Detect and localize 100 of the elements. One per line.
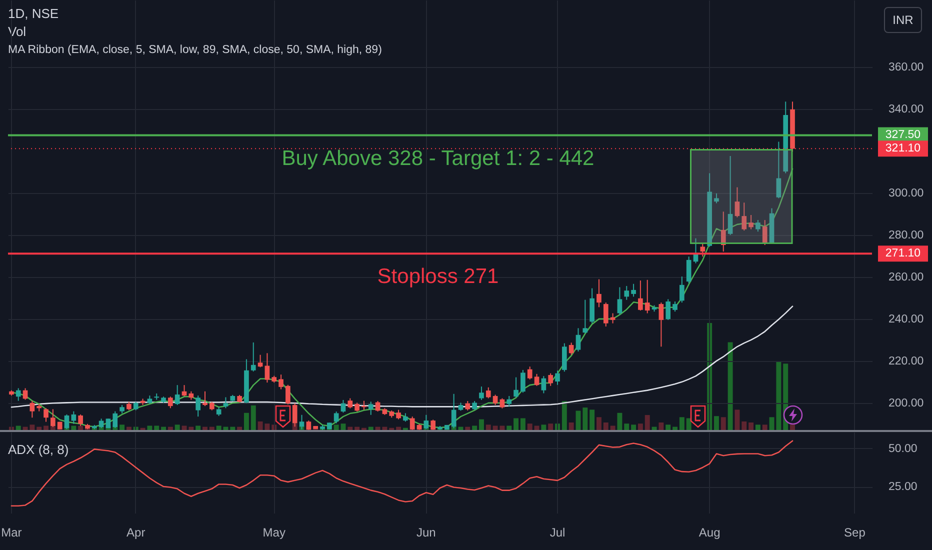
candlestick [576, 328, 581, 352]
bar [582, 408, 588, 430]
candlestick [728, 156, 733, 236]
candlestick [666, 298, 671, 320]
bar [576, 410, 581, 430]
candlestick [603, 302, 608, 327]
candlestick [16, 388, 21, 402]
bar [354, 426, 360, 430]
candlestick [748, 214, 754, 230]
bar [590, 410, 595, 430]
candlestick [720, 211, 726, 252]
ref-line-label: 271.10 [885, 248, 921, 260]
bar [686, 418, 692, 430]
candlestick [174, 384, 180, 406]
candlestick [672, 301, 678, 312]
bar [44, 426, 49, 430]
candlestick [479, 386, 484, 400]
bar [161, 426, 166, 430]
candlestick [500, 398, 505, 409]
candlestick [568, 342, 574, 356]
candlestick [631, 283, 636, 298]
candlestick [278, 374, 284, 390]
bar [658, 422, 664, 430]
y-tick-label: 50.00 [888, 442, 918, 455]
bar [562, 401, 567, 430]
candlestick [514, 376, 518, 398]
candlestick [680, 276, 684, 304]
candlestick [534, 373, 540, 386]
bar [188, 426, 194, 430]
candlestick [71, 410, 76, 424]
bar [755, 424, 760, 430]
bar [790, 424, 795, 430]
y-tick-label: 260.00 [888, 271, 924, 284]
bar [534, 426, 540, 430]
x-tick-label: Aug [698, 526, 720, 540]
candlestick [686, 256, 692, 284]
y-tick-label: 280.00 [888, 229, 924, 242]
candlestick [714, 192, 719, 204]
candlestick [168, 396, 173, 409]
candlestick [202, 390, 208, 407]
candlestick [776, 141, 782, 199]
bar [514, 418, 519, 430]
bar [250, 405, 256, 430]
candlestick [624, 285, 630, 300]
y-tick-label: 240.00 [888, 313, 924, 326]
bar [16, 426, 21, 430]
bar [182, 426, 187, 430]
bar [368, 426, 374, 430]
x-tick-label: Apr [126, 526, 146, 540]
bar [147, 426, 152, 430]
candlestick [582, 299, 588, 334]
candlestick [44, 408, 48, 422]
bar [734, 410, 740, 430]
bar [728, 342, 733, 430]
bar [527, 424, 532, 430]
y-tick-label: 340.00 [888, 103, 924, 116]
bar [679, 417, 684, 430]
bar [617, 412, 622, 430]
candlestick [250, 342, 256, 372]
candlestick [50, 408, 56, 428]
candlestick [756, 220, 760, 232]
bar [666, 424, 671, 430]
bar [71, 426, 76, 430]
bar [174, 424, 180, 430]
bar [742, 421, 747, 430]
candlestick [596, 278, 602, 308]
candlestick [742, 202, 747, 232]
bar [472, 426, 478, 430]
bar [610, 426, 616, 430]
x-tick-label: May [262, 526, 286, 540]
candlestick [700, 243, 706, 258]
bar [348, 426, 353, 430]
bar [78, 426, 84, 430]
bar [672, 426, 678, 430]
bar [748, 422, 754, 430]
bar [541, 424, 546, 430]
y-tick-label: 360.00 [888, 61, 924, 74]
bar [465, 426, 470, 430]
bar [154, 426, 160, 430]
candlestick [555, 370, 560, 386]
candlestick [762, 220, 768, 246]
bar [168, 426, 173, 430]
bar [486, 424, 491, 430]
candlestick [223, 396, 228, 409]
bar [196, 426, 201, 430]
bar [762, 424, 768, 430]
bar [209, 426, 214, 430]
annotation: MA Ribbon (EMA, close, 5, SMA, low, 89, SMA, close, 50, SMA, high, 89) [8, 44, 382, 56]
bar [638, 424, 643, 430]
bar [120, 424, 125, 430]
candlestick [638, 280, 643, 312]
candlestick [396, 409, 401, 420]
candlestick [486, 386, 491, 399]
annotation: Buy Above 328 - Target 1: 2 - 442 [282, 147, 594, 170]
candlestick [258, 354, 263, 368]
candlestick [527, 366, 532, 380]
x-tick-label: Jul [550, 526, 566, 540]
candlestick [196, 395, 200, 418]
bar [548, 424, 554, 430]
bar [396, 426, 402, 430]
